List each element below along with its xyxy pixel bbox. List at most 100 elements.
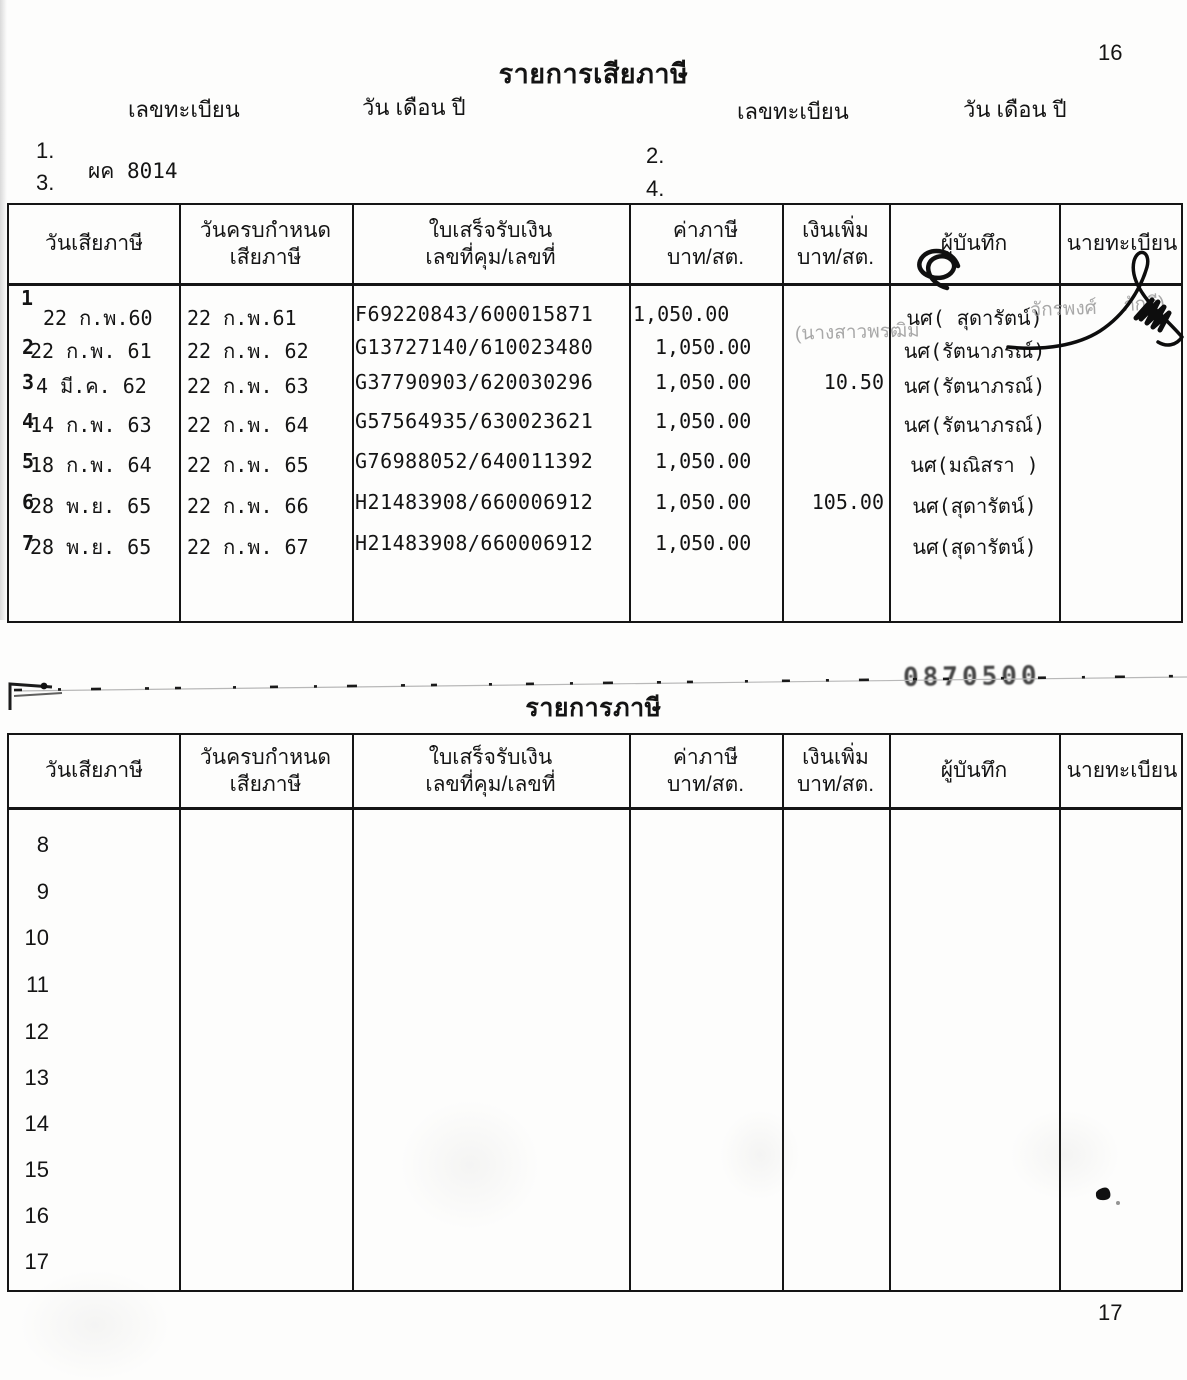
surcharge-amount: 10.50	[823, 370, 884, 394]
bleed-through-mark	[1010, 1110, 1120, 1200]
col-header-text: วันครบกำหนด	[199, 218, 332, 242]
row-number: 6	[22, 490, 35, 514]
row-number: 12	[24, 1019, 49, 1044]
col-header-text: ผู้บันทึก	[940, 232, 1008, 256]
bleed-through-mark	[400, 1100, 540, 1230]
tax-list-table: วันเสียภาษี วันครบกำหนดเสียภาษี ใบเสร็จร…	[7, 733, 1183, 1292]
column-line	[782, 205, 784, 621]
receipt-number: G37790903/620030296	[355, 370, 594, 394]
col-header-text: บาท/สต.	[796, 246, 875, 269]
tax-amount: 1,050.00	[655, 335, 752, 359]
receipt-number: F69220843/600015871	[355, 302, 594, 326]
col-header-text: เลขที่คุม/เลขที่	[425, 773, 556, 796]
item-number-3: 3.	[36, 170, 55, 195]
column-line	[889, 735, 891, 1290]
receipt-number: G57564935/630023621	[355, 409, 594, 433]
col-header-text: เงินเพิ่ม	[802, 745, 869, 769]
tax-amount: 1,050.00	[655, 409, 752, 433]
tax-amount: 1,050.00	[655, 531, 752, 555]
registration-number-label-right: เลขทะเบียน	[737, 99, 849, 124]
due-date: 22 ก.พ. 63	[187, 374, 309, 398]
registration-value: ผค 8014	[88, 159, 178, 183]
col-header-recorder: ผู้บันทึก	[889, 735, 1059, 807]
col-header-text: เลขที่คุม/เลขที่	[425, 246, 556, 269]
due-date: 22 ก.พ. 66	[187, 494, 309, 518]
column-line	[629, 205, 631, 621]
header-separator-line	[9, 807, 1181, 810]
col-header-registrar: นายทะเบียน	[1059, 205, 1185, 283]
row-number: 11	[26, 972, 49, 997]
col-header-payment-date: วันเสียภาษี	[9, 735, 179, 807]
tax-amount: 1,050.00	[655, 490, 752, 514]
col-header-receipt-number: ใบเสร็จรับเงินเลขที่คุม/เลขที่	[352, 735, 629, 807]
column-line	[1059, 205, 1061, 621]
col-header-tax-amount: ค่าภาษี บาท/สต.	[629, 205, 782, 283]
row-number: 3	[22, 370, 35, 394]
col-header-registrar: นายทะเบียน	[1059, 735, 1185, 807]
col-header-receipt-number: ใบเสร็จรับเงินเลขที่คุม/เลขที่	[352, 205, 629, 283]
row-number: 14	[24, 1111, 49, 1136]
col-header-surcharge: เงินเพิ่มบาท/สต.	[782, 205, 889, 283]
column-line	[352, 205, 354, 621]
due-date: 22 ก.พ. 65	[187, 453, 309, 477]
row-number: 9	[36, 879, 49, 904]
stamp-text-fragment-mid: จักรพงศ์	[1029, 297, 1098, 322]
tax-amount: 1,050.00	[633, 302, 730, 326]
payment-date: 4 มี.ค. 62	[36, 374, 147, 398]
due-date: 22 ก.พ.61	[187, 306, 297, 330]
col-header-text: วันเสียภาษี	[45, 232, 143, 256]
row-number: 1	[21, 286, 34, 310]
col-header-text: เงินเพิ่ม	[802, 218, 869, 242]
page-number-bottom: 17	[1098, 1300, 1123, 1325]
item-number-2: 2.	[646, 143, 665, 168]
item-number-4: 4.	[646, 176, 665, 201]
payment-date: 18 ก.พ. 64	[30, 453, 152, 477]
col-header-surcharge: เงินเพิ่ม บาท/สต.	[782, 735, 889, 807]
col-header-text: เสียภาษี	[229, 773, 302, 796]
row-number: 7	[22, 531, 35, 555]
row-number: 16	[24, 1203, 49, 1228]
registration-number-label-left: เลขทะเบียน	[128, 97, 240, 122]
stamp-text-fragment-left: (นางสาวพรฒิม	[794, 320, 920, 345]
due-date: 22 ก.พ. 67	[187, 535, 309, 559]
column-line	[889, 205, 891, 621]
item-number-1: 1.	[36, 138, 55, 163]
payment-date: 22 ก.พ. 61	[30, 339, 152, 363]
recorder-name: นศ(สุดารัตน์)	[912, 535, 1037, 559]
col-header-text: เสียภาษี	[229, 246, 302, 269]
col-header-text: ค่าภาษี	[672, 218, 739, 242]
col-header-tax-amount: ค่าภาษี บาท/สต.	[629, 735, 782, 807]
row-number: 2	[22, 335, 35, 359]
column-line	[1059, 735, 1061, 1290]
col-header-due-date: วันครบกำหนดเสียภาษี	[179, 205, 352, 283]
col-header-text: วันครบกำหนด	[199, 745, 332, 769]
col-header-text: วันเสียภาษี	[45, 759, 143, 783]
form-title: รายการเสียภาษี	[498, 59, 689, 89]
column-line	[629, 735, 631, 1290]
row-number: 17	[24, 1249, 49, 1274]
column-line	[352, 735, 354, 1290]
receipt-number: G13727140/610023480	[355, 335, 594, 359]
surcharge-amount: 105.00	[811, 490, 884, 514]
col-header-text: ใบเสร็จรับเงิน	[428, 745, 553, 769]
recorder-name: นศ(รัตนาภรณ์)	[903, 374, 1046, 398]
row-number: 10	[24, 925, 49, 950]
col-header-text: ใบเสร็จรับเงิน	[428, 218, 553, 242]
col-header-text: ผู้บันทึก	[940, 759, 1008, 783]
column-line	[179, 735, 181, 1290]
row-number: 8	[36, 832, 49, 857]
due-date: 22 ก.พ. 64	[187, 413, 309, 437]
header-separator-line	[9, 283, 1181, 286]
col-header-payment-date: วันเสียภาษี	[9, 205, 179, 283]
due-date: 22 ก.พ. 62	[187, 339, 309, 363]
row-number: 5	[22, 449, 35, 473]
date-label-right: วัน เดือน ปี	[963, 97, 1067, 122]
row-number: 4	[22, 409, 35, 433]
column-line	[179, 205, 181, 621]
payment-date: 28 พ.ย. 65	[30, 535, 152, 559]
recorder-name: นศ(มณิสรา )	[910, 453, 1039, 477]
col-header-text: บาท/สต.	[666, 773, 745, 796]
col-header-due-date: วันครบกำหนดเสียภาษี	[179, 735, 352, 807]
receipt-number: H21483908/660006912	[355, 490, 594, 514]
